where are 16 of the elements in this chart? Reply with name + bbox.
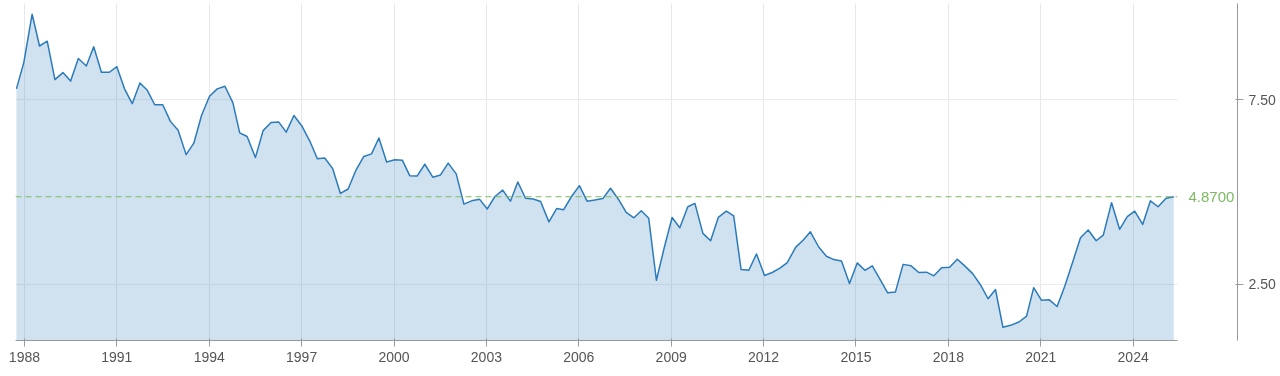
x-tick-label: 2009 (655, 348, 687, 365)
x-tick-label: 1997 (286, 348, 318, 365)
x-tick-label: 2015 (840, 348, 872, 365)
y-tick-label: 7.50 (1248, 91, 1276, 108)
x-tick-label: 2003 (470, 348, 503, 365)
y-tick-label: 2.50 (1248, 276, 1276, 293)
x-tick-label: 1994 (193, 348, 225, 365)
x-tick-label: 1988 (8, 348, 41, 365)
x-tick-label: 2006 (563, 348, 595, 365)
ref-line-label: 4.8700 (1188, 187, 1235, 205)
x-tick-label: 2024 (1117, 348, 1149, 365)
x-tick-label: 1991 (101, 348, 133, 365)
x-tick-label: 2018 (932, 348, 965, 365)
x-tick-label: 2021 (1025, 348, 1057, 365)
x-tick-label: 2000 (378, 348, 410, 365)
x-tick-label: 2012 (748, 348, 780, 365)
